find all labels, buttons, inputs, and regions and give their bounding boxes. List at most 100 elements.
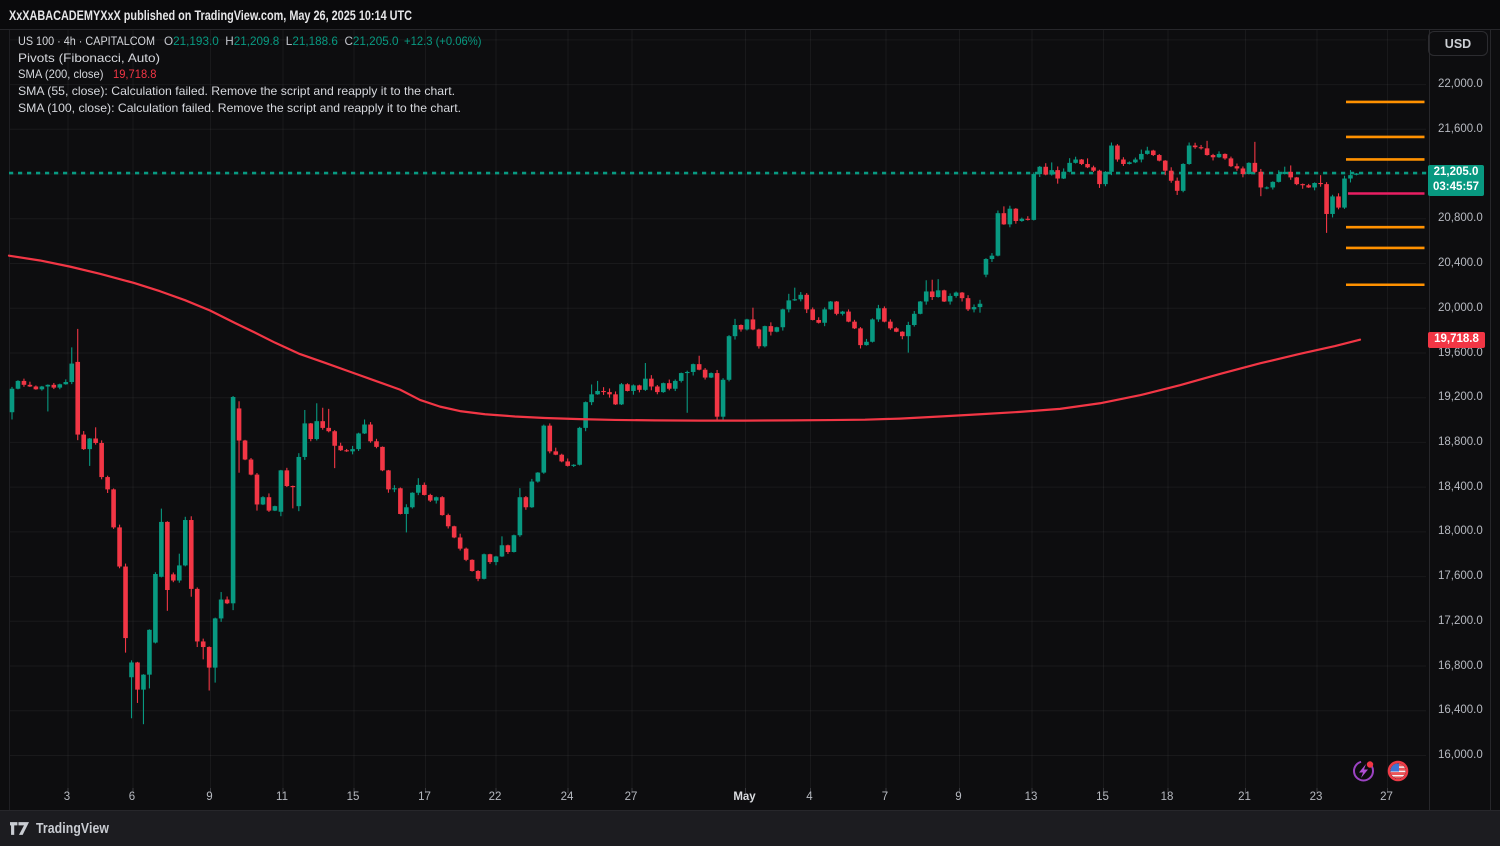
candle-body bbox=[804, 294, 810, 310]
symbol-title: US 100 · 4h · CAPITALCOM bbox=[18, 34, 155, 49]
candle-body bbox=[678, 373, 684, 381]
candle-body bbox=[380, 446, 385, 471]
candle-body bbox=[332, 431, 337, 446]
candle-body bbox=[666, 383, 672, 389]
candle bbox=[308, 422, 314, 442]
candle bbox=[105, 475, 110, 493]
candle bbox=[1067, 158, 1072, 173]
candle-body bbox=[159, 521, 164, 577]
candle-body bbox=[153, 574, 158, 643]
candle-body bbox=[882, 308, 887, 322]
candle-body bbox=[1324, 184, 1329, 214]
candle-body bbox=[1306, 185, 1311, 188]
candle bbox=[798, 292, 804, 302]
price-axis-label: 20,400.0 bbox=[1438, 257, 1483, 269]
candle-body bbox=[547, 425, 553, 452]
candle bbox=[870, 318, 875, 343]
candle bbox=[1103, 171, 1108, 187]
candle-body bbox=[463, 548, 469, 560]
candle bbox=[344, 448, 349, 452]
candle bbox=[1085, 158, 1090, 169]
candle bbox=[1324, 182, 1329, 233]
candle bbox=[732, 318, 738, 340]
candle-wick bbox=[334, 430, 336, 469]
candle-body bbox=[1336, 196, 1341, 208]
candle bbox=[57, 383, 63, 390]
economic-events-icon[interactable] bbox=[1353, 760, 1374, 782]
candle bbox=[1228, 156, 1234, 168]
bar-countdown: 03:45:57 bbox=[1432, 181, 1480, 194]
price-axis-label: 20,000.0 bbox=[1438, 301, 1483, 314]
candle bbox=[1055, 166, 1060, 184]
currency-usd-button[interactable]: USD bbox=[1428, 31, 1488, 56]
candle-body bbox=[457, 537, 463, 549]
candle-body bbox=[260, 497, 266, 505]
candle bbox=[1156, 154, 1162, 162]
tradingview-logo-text[interactable]: TradingView bbox=[36, 820, 109, 837]
candle-body bbox=[529, 481, 535, 508]
candle-body bbox=[1174, 180, 1180, 191]
candle-body bbox=[1145, 150, 1150, 154]
candle bbox=[708, 372, 714, 379]
candle-body bbox=[111, 489, 116, 528]
candle-body bbox=[445, 515, 451, 527]
candle-body bbox=[242, 440, 248, 460]
candle bbox=[631, 384, 636, 395]
candle bbox=[565, 458, 570, 467]
candle-body bbox=[439, 497, 445, 516]
candle bbox=[756, 328, 762, 349]
candle-body bbox=[750, 319, 756, 330]
lightning-bolt-icon bbox=[1359, 764, 1368, 778]
candle-body bbox=[786, 300, 792, 310]
candle-body bbox=[1276, 174, 1282, 182]
price-axis[interactable]: 22,000.021,600.021,200.020,800.020,400.0… bbox=[1430, 30, 1490, 788]
price-axis-label: 16,000.0 bbox=[1438, 749, 1483, 761]
time-axis-label: 3 bbox=[63, 791, 71, 803]
candle-body bbox=[1085, 163, 1090, 168]
ohlc-key: H bbox=[218, 34, 234, 49]
candle-body bbox=[1264, 187, 1270, 189]
flag-stripe bbox=[1390, 772, 1406, 775]
candle-body bbox=[45, 384, 51, 387]
candle bbox=[87, 438, 92, 466]
candle-wick bbox=[686, 370, 688, 413]
time-axis-label: 9 bbox=[955, 791, 962, 803]
candle-body bbox=[206, 647, 212, 668]
candle-body bbox=[696, 364, 702, 370]
candle bbox=[27, 381, 33, 387]
candle bbox=[822, 307, 827, 327]
candle-body bbox=[1282, 171, 1288, 175]
candle-body bbox=[684, 371, 690, 374]
tradingview-logo-icon[interactable] bbox=[10, 822, 29, 835]
us-flag-event-icon[interactable] bbox=[1387, 760, 1409, 782]
candle-body bbox=[1091, 167, 1096, 171]
candle bbox=[864, 338, 869, 346]
candle bbox=[1252, 141, 1258, 174]
candle-body bbox=[1228, 158, 1234, 167]
candle bbox=[1097, 169, 1102, 188]
candle bbox=[1180, 163, 1186, 193]
time-axis[interactable]: 3 6 9 11 15 17 22 24 27 May 4 7 9 13 15 18 21 23 27 bbox=[0, 788, 1430, 811]
candle-body bbox=[374, 441, 379, 447]
candle-wick bbox=[1206, 140, 1208, 156]
candle bbox=[786, 293, 792, 313]
price-axis-label: 16,400.0 bbox=[1438, 704, 1483, 717]
candle bbox=[750, 307, 756, 331]
candle bbox=[935, 279, 941, 298]
candle-body bbox=[672, 380, 678, 389]
candle bbox=[661, 382, 666, 393]
candle bbox=[1330, 194, 1335, 218]
candle-body bbox=[1162, 160, 1168, 171]
candle-body bbox=[1067, 162, 1072, 172]
candle bbox=[995, 210, 1001, 257]
candle-body bbox=[1180, 163, 1186, 191]
candle bbox=[1186, 142, 1192, 165]
candle bbox=[989, 253, 995, 262]
candle-body bbox=[911, 313, 917, 325]
candle bbox=[1174, 177, 1180, 195]
candle-wick bbox=[1051, 162, 1053, 176]
candle bbox=[1073, 156, 1078, 164]
candle bbox=[165, 521, 170, 611]
candle-body bbox=[1312, 182, 1317, 188]
